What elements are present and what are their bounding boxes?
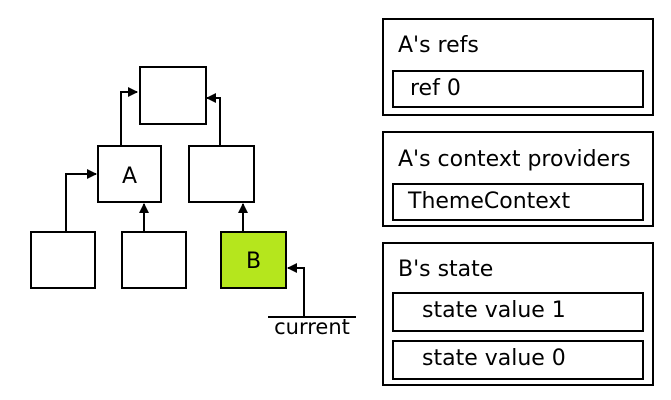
state-slot: state value 0: [392, 340, 644, 380]
current-label: current: [274, 315, 350, 339]
state-slot: state value 1: [392, 292, 644, 332]
state-slot-label: state value 1: [422, 298, 566, 323]
tree-node-a-label: A: [122, 164, 137, 189]
tree-node-right: [188, 145, 255, 203]
tree-node-a-child-1: [30, 231, 96, 289]
tree-node-b: [220, 231, 287, 289]
edge-a-to-root: [120, 87, 138, 146]
refs-panel: A's refs ref 0: [382, 18, 654, 116]
tree-node-a: [97, 145, 162, 203]
context-slot: ThemeContext: [392, 183, 644, 221]
ref-slot-label: ref 0: [410, 76, 461, 101]
ref-slot: ref 0: [392, 70, 644, 108]
tree-node-b-label: B: [246, 249, 261, 274]
context-panel-title: A's context providers: [398, 147, 631, 172]
fiber-tree-diagram: A B current: [30, 66, 356, 339]
edge-right-to-root: [206, 93, 221, 146]
current-pointer-arrow: [287, 263, 305, 316]
state-slot-label: state value 0: [422, 346, 566, 371]
context-providers-panel: A's context providers ThemeContext: [382, 131, 654, 227]
state-panel-title: B's state: [398, 257, 494, 282]
edge-a-child-1-to-a: [65, 169, 97, 232]
context-slot-label: ThemeContext: [408, 189, 571, 214]
refs-panel-title: A's refs: [398, 33, 479, 58]
state-panel: B's state state value 1 state value 0: [382, 242, 654, 386]
tree-node-root: [139, 66, 207, 125]
tree-node-a-child-2: [121, 231, 187, 289]
